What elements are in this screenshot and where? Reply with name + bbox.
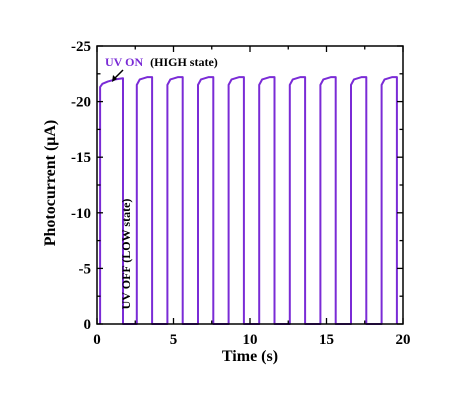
y-tick-label: -20: [71, 95, 91, 111]
uv-on-suffix: (HIGH state): [150, 55, 218, 69]
x-tick-label: 0: [93, 332, 101, 348]
uv-on-arrow-head: [112, 75, 117, 82]
x-tick-label: 20: [396, 332, 411, 348]
axes: 0 5 10 15 20 0 -5 -10 -15 -20 -25: [71, 39, 411, 348]
y-tick-label: -15: [71, 150, 91, 166]
uv-off-annotation: UV OFF (LOW state): [119, 199, 133, 310]
x-axis-title: Time (s): [222, 348, 278, 365]
x-tick-label: 10: [243, 332, 258, 348]
x-tick-label: 15: [319, 332, 334, 348]
uv-on-label: UV ON: [105, 55, 143, 69]
x-tick-label: 5: [170, 332, 178, 348]
y-tick-label: -10: [71, 206, 91, 222]
y-tick-label: -25: [71, 39, 91, 55]
y-tick-label: 0: [84, 317, 92, 333]
plot-frame: [96, 45, 404, 325]
y-axis-title: Photocurrent (μA): [42, 120, 59, 247]
uv-on-annotation: UV ON (HIGH state): [105, 55, 218, 69]
photocurrent-series-line: [99, 76, 398, 325]
plot-area: [99, 76, 398, 325]
y-tick-label: -5: [79, 261, 92, 277]
